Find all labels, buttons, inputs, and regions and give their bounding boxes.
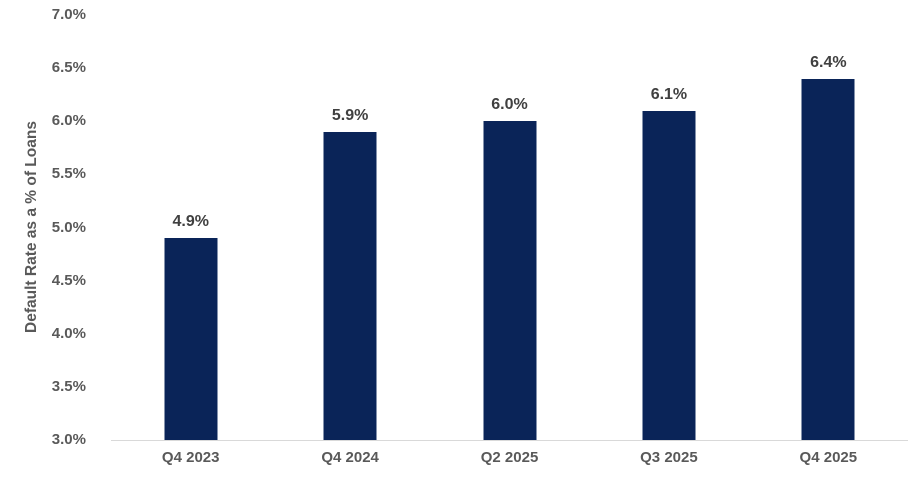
bar-value-label: 5.9% xyxy=(331,106,369,124)
y-tick-label: 6.5% xyxy=(51,59,86,77)
x-axis-label: Q4 2024 xyxy=(321,449,379,466)
y-axis-ticks: 3.0% 3.5% 4.0% 4.5% 5.0% 5.5% 6.0% 6.5% 7.0% xyxy=(0,6,88,448)
plot-area: 4.9% 5.9% 6.0% 6.1% 6.4% xyxy=(111,15,908,441)
bar-value-label: 6.0% xyxy=(491,96,528,114)
y-tick-label: 3.5% xyxy=(51,377,86,395)
x-axis-label: Q3 2025 xyxy=(640,449,698,466)
bar-value-label: 6.4% xyxy=(810,53,847,71)
y-tick-label: 5.0% xyxy=(51,218,86,236)
bar-cell: 6.0% xyxy=(430,15,589,440)
bar xyxy=(801,78,855,440)
bar xyxy=(642,110,696,440)
y-tick-label: 7.0% xyxy=(51,6,86,23)
bar-cell: 6.4% xyxy=(749,15,908,440)
bar-value-label: 4.9% xyxy=(172,213,209,231)
x-axis-label: Q4 2023 xyxy=(161,449,220,466)
bar xyxy=(323,131,377,440)
y-tick-label: 4.0% xyxy=(51,324,86,342)
x-axis-labels: Q4 2023 Q4 2024 Q2 2025 Q3 2025 Q4 2025 xyxy=(111,449,908,466)
y-tick-label: 4.5% xyxy=(51,271,86,289)
bar-cell: 4.9% xyxy=(111,15,270,440)
y-tick-label: 5.5% xyxy=(51,165,86,183)
bar-value-label: 6.1% xyxy=(650,85,688,103)
x-axis-label: Q2 2025 xyxy=(480,449,539,466)
x-axis-label: Q4 2025 xyxy=(799,449,858,466)
bar xyxy=(164,238,218,440)
y-tick-label: 3.0% xyxy=(51,431,86,448)
bar-cell: 5.9% xyxy=(270,15,429,440)
bar xyxy=(483,121,537,440)
bar-cell: 6.1% xyxy=(589,15,748,440)
y-tick-label: 6.0% xyxy=(51,112,86,130)
